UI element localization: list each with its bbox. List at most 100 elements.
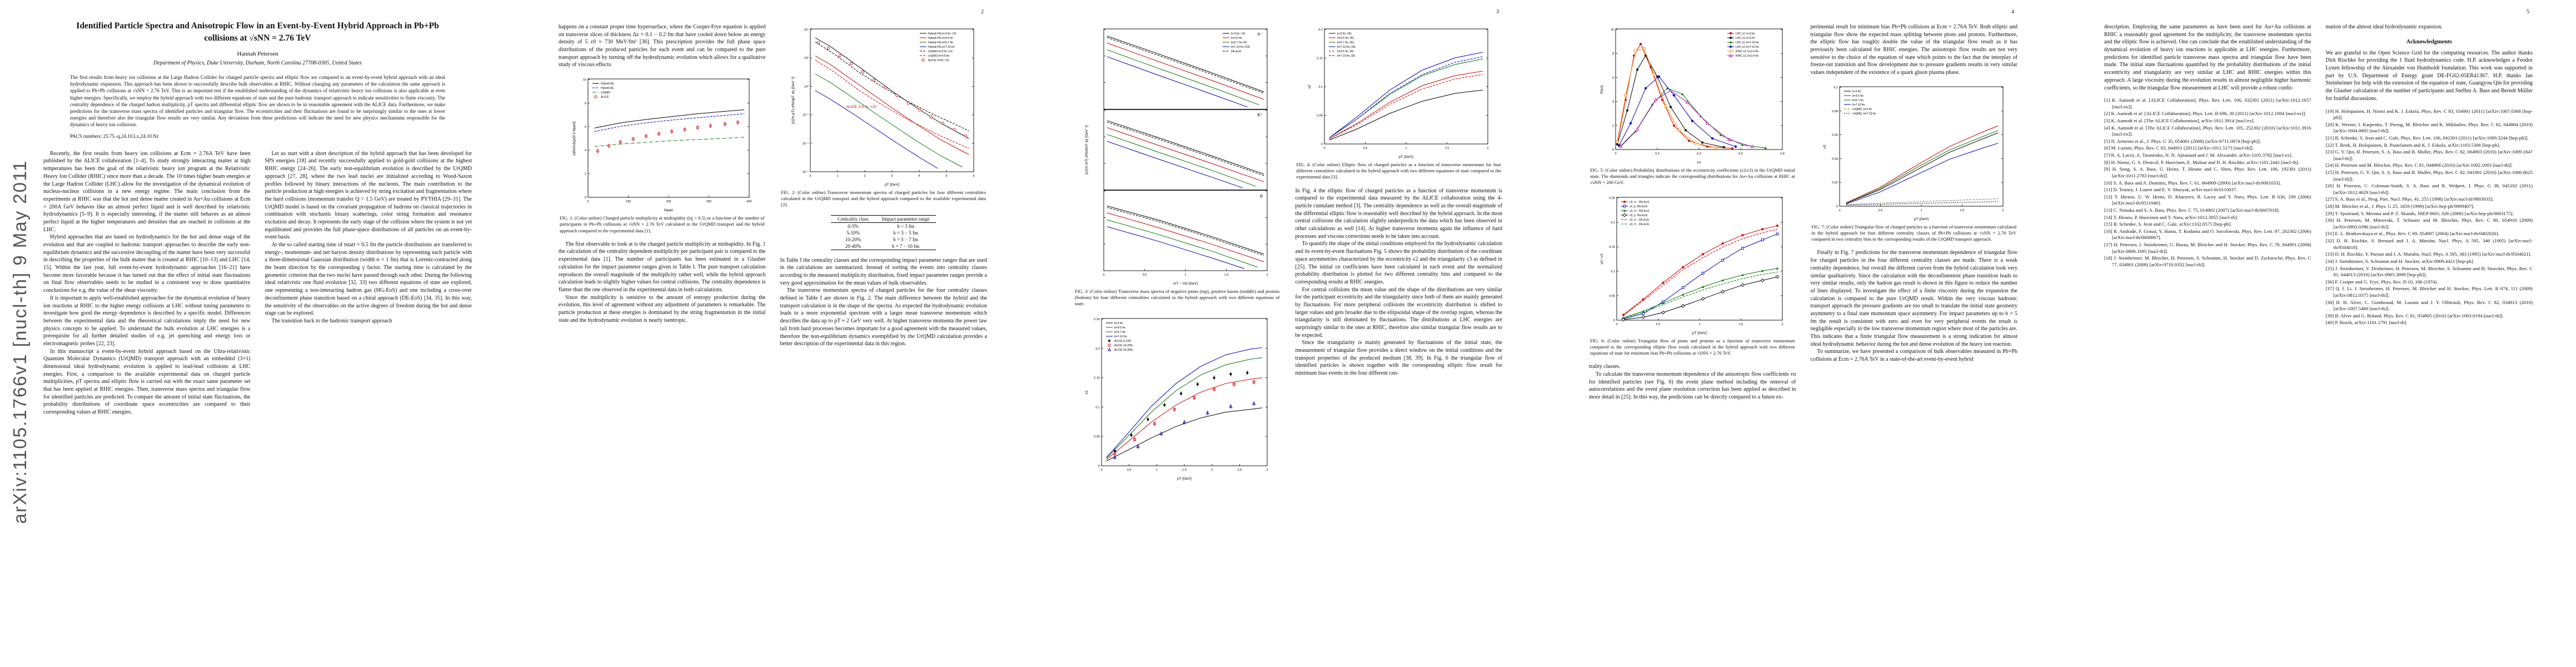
svg-text:LHC ε3, b<3 fm: LHC ε3, b<3 fm <box>1736 37 1755 40</box>
svg-text:v2, π⁻, DE-EoS: v2, π⁻, DE-EoS <box>1630 218 1650 222</box>
svg-text:6: 6 <box>973 175 974 178</box>
svg-text:v2, π⁻, HG-EoS: v2, π⁻, HG-EoS <box>1630 201 1650 204</box>
svg-text:0.05: 0.05 <box>1610 295 1616 298</box>
paragraph: To calculate the transverse momentum dep… <box>1589 371 1796 401</box>
svg-text:b=5-7 fm, HG: b=5-7 fm, HG <box>1337 41 1354 44</box>
svg-text:0.06: 0.06 <box>1832 133 1838 137</box>
svg-text:0.2: 0.2 <box>1655 152 1660 156</box>
reference-item: [4] K. Aamodt et al. [The ALICE Collabor… <box>2104 125 2311 137</box>
reference-item: [24] H. Petersen and M. Bleicher, Phys. … <box>2325 162 2513 168</box>
paragraph: The transition back to the hadronic tran… <box>271 317 392 324</box>
reference-item: [37] Q. f. Li, J. Steinheimer, H. Peters… <box>2325 286 2533 298</box>
svg-text:pT [GeV]: pT [GeV] <box>1177 477 1192 481</box>
page-3: 3 π⁻ K⁺ 0 0.5 1 1.5 2 p mT − m0 [GeV] 1/(2π mT) d… <box>1030 0 1546 667</box>
paragraph: description. Employing the same paramete… <box>2104 24 2311 91</box>
svg-text:10⁴: 10⁴ <box>804 28 809 32</box>
reference-item: [18] J. Steinheimer, M. Bleicher, H. Pet… <box>2104 255 2311 267</box>
svg-text:b=3-5 fm, DE: b=3-5 fm, DE <box>1337 50 1354 53</box>
svg-text:0.5: 0.5 <box>1143 273 1147 277</box>
table-header: Centrality class <box>831 215 875 223</box>
reference-item: [32] D. H. Rischke, S. Bernard and J. A.… <box>2325 238 2533 250</box>
svg-text:b<3 fm, HG: b<3 fm, HG <box>1337 32 1352 36</box>
paragraph: perimental result for minimum bias Pb+Pb… <box>1810 24 2018 76</box>
reference-item: [16] R. Andrade, F. Grassi, Y. Hama, T. … <box>2104 228 2311 241</box>
svg-text:π⁻: π⁻ <box>1258 32 1263 37</box>
svg-text:2: 2 <box>1211 469 1213 472</box>
svg-text:v2: v2 <box>1085 390 1089 394</box>
figure-4-caption: FIG. 4: (Color online) Elliptic flow of … <box>1296 162 1502 180</box>
svg-text:ALICE 5-10%: ALICE 5-10% <box>1114 340 1132 343</box>
reference-item: [39] B. Alver and G. Roland, Phys. Rev. … <box>2325 312 2504 318</box>
paragraph: Since the triangularity is mainly genera… <box>1295 340 1503 377</box>
svg-text:v2, p, HG-EoS: v2, p, HG-EoS <box>1630 205 1648 208</box>
reference-item: [40] P. Bozek, arXiv:1101.1791 [nucl-th]… <box>2325 320 2408 326</box>
page3-column-2: 0 0.05 0.1 0.15 0.2 0 0.5 1 1.5 2 pT [GeV] v2 b<3 fm… <box>1295 23 1503 483</box>
svg-text:4: 4 <box>585 149 586 152</box>
reference-item: [28] M. Bleicher et al., J. Phys. G 25, … <box>2325 203 2474 210</box>
svg-text:0.25: 0.25 <box>1610 197 1616 200</box>
paragraph: Hybrid approaches that are based on hydr… <box>43 234 251 294</box>
svg-text:10²: 10² <box>804 57 809 60</box>
svg-text:0: 0 <box>1838 209 1840 212</box>
svg-text:5: 5 <box>945 175 947 178</box>
page-2: 2 happens on a constant proper time hype… <box>515 0 1030 667</box>
svg-text:RHIC ε2, b<3.4 fm: RHIC ε2, b<3.4 fm <box>1736 50 1758 53</box>
svg-text:1/(2π mT) d²N/dmT dy [GeV⁻²]: 1/(2π mT) d²N/dmT dy [GeV⁻²] <box>1085 125 1089 175</box>
svg-text:ALICE, 0-5 %, ×10: ALICE, 0-5 %, ×10 <box>846 105 876 109</box>
svg-text:1.5: 1.5 <box>1739 323 1743 326</box>
figure-1-multiplicity-chart: 0 2 4 6 8 10 0 100 200 300 400 Npart (dNch/dη)/(0.5 … <box>570 74 754 213</box>
page3-column-1: π⁻ K⁺ 0 0.5 1 1.5 2 p mT − m0 [GeV] 1/(2π mT) d²N… <box>1074 23 1281 483</box>
figure-3-caption: FIG. 3: (Color online) Transverse mass s… <box>1075 288 1280 307</box>
svg-text:P(εn): P(εn) <box>1600 85 1604 93</box>
pacs-numbers: PACS numbers: 25.75.-q,24.10.Lx,24.10.Nz <box>70 133 159 139</box>
figure-5-eccentricity-chart: 0 2 4 6 8 10 0 0.2 0.4 0.6 0.8 εn P(εn) LHC ε2, b<3 f… <box>1598 24 1787 165</box>
svg-text:4: 4 <box>1612 101 1614 104</box>
svg-text:0: 0 <box>1616 323 1618 326</box>
svg-text:v3: v3 <box>1823 145 1827 148</box>
svg-text:0.5: 0.5 <box>1878 209 1882 212</box>
svg-text:0.4: 0.4 <box>1697 152 1701 156</box>
svg-text:0.05: 0.05 <box>1094 435 1100 439</box>
arxiv-watermark: arXiv:1105.1766v1 [nucl-th] 9 May 2011 <box>9 160 30 524</box>
svg-text:1.5: 1.5 <box>1444 147 1449 150</box>
acknowledgments-text: We are grateful to the Open Science Grid… <box>2325 49 2533 102</box>
reference-item: [14] T. Hirano, P. Huovinen and Y. Nara,… <box>2104 214 2238 220</box>
abstract: The first results from heavy ion collisi… <box>70 74 445 127</box>
author-affiliation: Department of Physics, Duke University, … <box>153 60 362 67</box>
svg-text:b=7-10 fm: b=7-10 fm <box>1852 103 1865 107</box>
paragraph: The transverse momentum spectra of charg… <box>780 287 988 347</box>
svg-text:0.2: 0.2 <box>1318 28 1323 32</box>
svg-text:0: 0 <box>1098 465 1100 468</box>
page-number: 5 <box>2527 9 2529 15</box>
svg-text:1/(2π pT) d²N/dpT dη [GeV⁻²]: 1/(2π pT) d²N/dpT dη [GeV⁻²] <box>791 77 795 125</box>
paragraph: At the so called starting time of tstart… <box>265 242 472 317</box>
svg-text:0: 0 <box>1836 205 1838 208</box>
table-row: 20-40% b = 7 − 10 fm <box>831 242 936 250</box>
svg-text:0.25: 0.25 <box>1094 318 1100 321</box>
page1-column-2: Let us start with a short description of… <box>265 150 472 416</box>
svg-text:v3, p, HG-EoS: v3, p, HG-EoS <box>1630 214 1648 217</box>
figure-2-caption: FIG. 2: (Color online) Transverse moment… <box>781 190 986 208</box>
svg-text:b<3 fm: b<3 fm <box>1852 90 1861 93</box>
svg-text:1: 1 <box>1920 209 1922 212</box>
svg-text:1: 1 <box>836 175 838 178</box>
paragraph: Finally in Fig. 7 predictions for the tr… <box>1810 250 2018 347</box>
page4-column-2: perimental result for minimum bias Pb+Pb… <box>1811 23 2018 401</box>
reference-item: [19] H. Holopainen, H. Niemi and K. J. E… <box>2325 108 2533 121</box>
page-1: arXiv:1105.1766v1 [nucl-th] 9 May 2011 I… <box>0 0 515 667</box>
page-number: 3 <box>1496 9 1499 15</box>
svg-text:UrQMD, b=7-10 fm: UrQMD, b=7-10 fm <box>1852 112 1876 116</box>
reference-item: [6] M. Luzum, Phys. Rev. C 83, 044911 (2… <box>2104 145 2254 151</box>
svg-text:0: 0 <box>1101 469 1103 472</box>
svg-text:0.1: 0.1 <box>1096 406 1100 409</box>
paragraph: In Fig. 4 the elliptic flow of charged p… <box>1295 187 1503 240</box>
svg-text:ALICE 0-5% ×10: ALICE 0-5% ×10 <box>928 59 949 62</box>
svg-text:b=5-7 fm: b=5-7 fm <box>1852 99 1864 102</box>
page-number: 2 <box>981 9 984 15</box>
svg-text:300: 300 <box>706 200 711 203</box>
reference-item: [2] K. Aamodt et al. [ALICE Collaboratio… <box>2104 111 2306 117</box>
paragraph: Let us start with a short description of… <box>265 150 472 241</box>
svg-text:0.5: 0.5 <box>1127 469 1132 472</box>
reference-item: [8] H. Niemi, G. S. Denicol, P. Huovinen… <box>2104 159 2300 165</box>
paragraph: mation of the almost ideal hydrodynamic … <box>2325 24 2443 30</box>
